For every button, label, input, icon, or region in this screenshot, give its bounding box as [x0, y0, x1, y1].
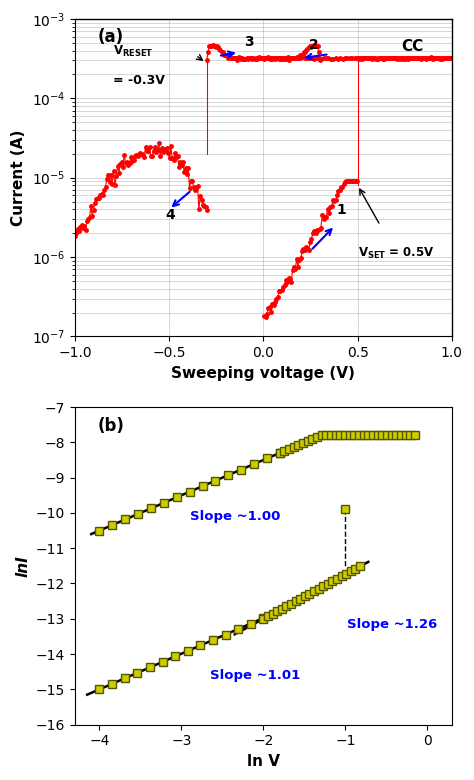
Text: V$_{\mathregular{SET}}$ = 0.5V: V$_{\mathregular{SET}}$ = 0.5V — [358, 246, 434, 261]
Text: (b): (b) — [98, 417, 124, 434]
X-axis label: ln V: ln V — [247, 754, 280, 769]
X-axis label: Sweeping voltage (V): Sweeping voltage (V) — [172, 366, 356, 381]
Text: 1: 1 — [337, 203, 346, 217]
Text: CC: CC — [401, 38, 423, 54]
Text: 3: 3 — [245, 35, 254, 49]
Text: 2: 2 — [309, 37, 319, 51]
Text: (a): (a) — [98, 28, 124, 47]
Text: Slope ~1.01: Slope ~1.01 — [210, 668, 301, 682]
Y-axis label: lnI: lnI — [15, 555, 30, 576]
Text: Slope ~1.26: Slope ~1.26 — [347, 618, 437, 630]
Text: 4: 4 — [165, 208, 175, 222]
Text: = -0.3V: = -0.3V — [113, 74, 164, 87]
Text: V$_{\mathregular{RESET}}$: V$_{\mathregular{RESET}}$ — [113, 44, 153, 59]
Y-axis label: Current (A): Current (A) — [11, 129, 26, 226]
Text: Slope ~1.00: Slope ~1.00 — [190, 510, 280, 523]
